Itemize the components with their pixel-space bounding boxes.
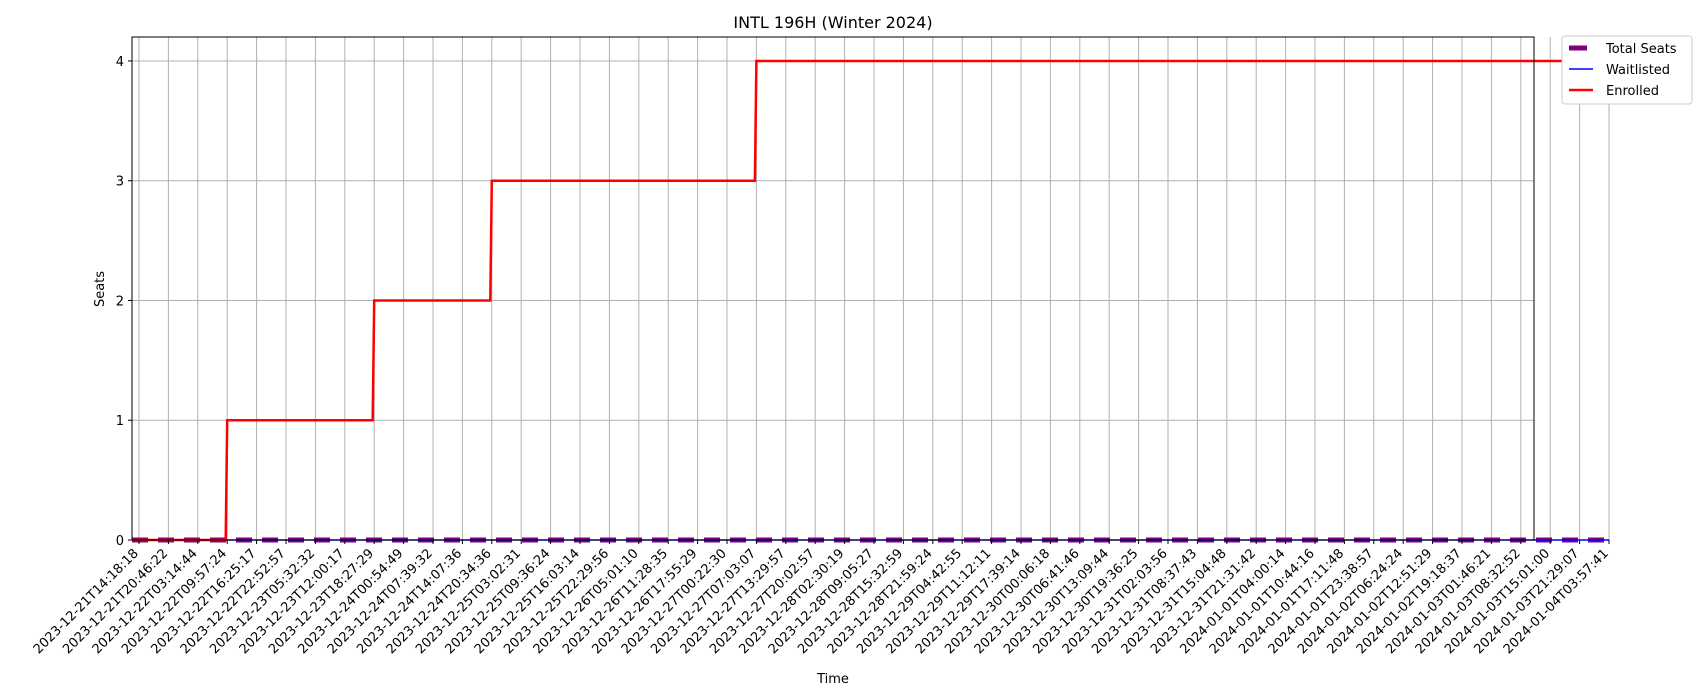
legend: Total Seats Waitlisted Enrolled — [1561, 35, 1693, 105]
legend-label: Total Seats — [1605, 42, 1677, 57]
y-axis-title: Seats — [93, 271, 108, 307]
y-tick-label: 2 — [116, 294, 124, 309]
x-axis-title: Time — [816, 672, 849, 687]
legend-label: Enrolled — [1606, 84, 1659, 99]
chart-title: INTL 196H (Winter 2024) — [733, 13, 932, 32]
legend-frame — [1561, 35, 1693, 105]
legend-label: Waitlisted — [1606, 63, 1670, 78]
series-line-enrolled — [132, 59, 1609, 542]
y-tick-label: 1 — [116, 414, 124, 429]
y-tick-label: 4 — [116, 55, 124, 70]
y-axis-ticks: 0 1 2 3 4 — [116, 55, 132, 549]
y-tick-label: 0 — [116, 534, 124, 549]
plot-frame — [131, 36, 1535, 541]
y-tick-label: 3 — [116, 175, 124, 190]
y-gridlines — [132, 60, 1534, 541]
x-axis-ticks: 2023-12-21T14:18:182023-12-21T20:46:2220… — [31, 540, 1612, 657]
x-gridlines — [138, 37, 1610, 540]
